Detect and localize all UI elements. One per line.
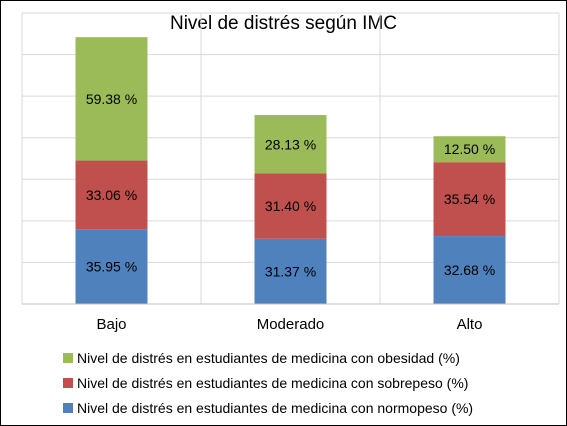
legend-item-obesidad: Nivel de distrés en estudiantes de medic… xyxy=(63,345,473,370)
data-label: 31.37 % xyxy=(265,263,316,279)
data-label: 35.95 % xyxy=(86,259,137,275)
legend-label-sobrepeso: Nivel de distrés en estudiantes de medic… xyxy=(77,374,469,391)
bar-segment xyxy=(433,236,506,304)
legend-item-normopeso: Nivel de distrés en estudiantes de medic… xyxy=(63,395,473,420)
category-label: Bajo xyxy=(96,316,126,333)
legend-swatch-normopeso xyxy=(63,402,73,413)
data-label: 31.40 % xyxy=(265,198,316,214)
legend-label-normopeso: Nivel de distrés en estudiantes de medic… xyxy=(77,399,474,416)
bar-segment xyxy=(433,136,506,163)
bar-segment xyxy=(254,115,327,174)
legend-item-sobrepeso: Nivel de distrés en estudiantes de medic… xyxy=(63,370,473,395)
legend-swatch-obesidad xyxy=(63,352,73,363)
bar-segment xyxy=(75,37,148,161)
chart-title: Nivel de distrés según IMC xyxy=(169,13,398,34)
data-label: 33.06 % xyxy=(86,187,137,203)
bar-segment xyxy=(254,173,327,239)
bar-segment xyxy=(433,162,506,237)
data-label: 35.54 % xyxy=(444,191,495,207)
category-label: Moderado xyxy=(257,316,325,333)
data-label: 32.68 % xyxy=(444,262,495,278)
data-label: 59.38 % xyxy=(86,91,137,107)
data-label: 28.13 % xyxy=(265,136,316,152)
bar-segment xyxy=(75,229,148,304)
legend-swatch-sobrepeso xyxy=(63,377,73,388)
category-label: Alto xyxy=(457,316,483,333)
legend: Nivel de distrés en estudiantes de medic… xyxy=(63,345,473,420)
bar-segment xyxy=(254,238,327,304)
bar-segment xyxy=(75,160,148,230)
data-label: 12.50 % xyxy=(444,141,495,157)
legend-label-obesidad: Nivel de distrés en estudiantes de medic… xyxy=(77,349,460,366)
